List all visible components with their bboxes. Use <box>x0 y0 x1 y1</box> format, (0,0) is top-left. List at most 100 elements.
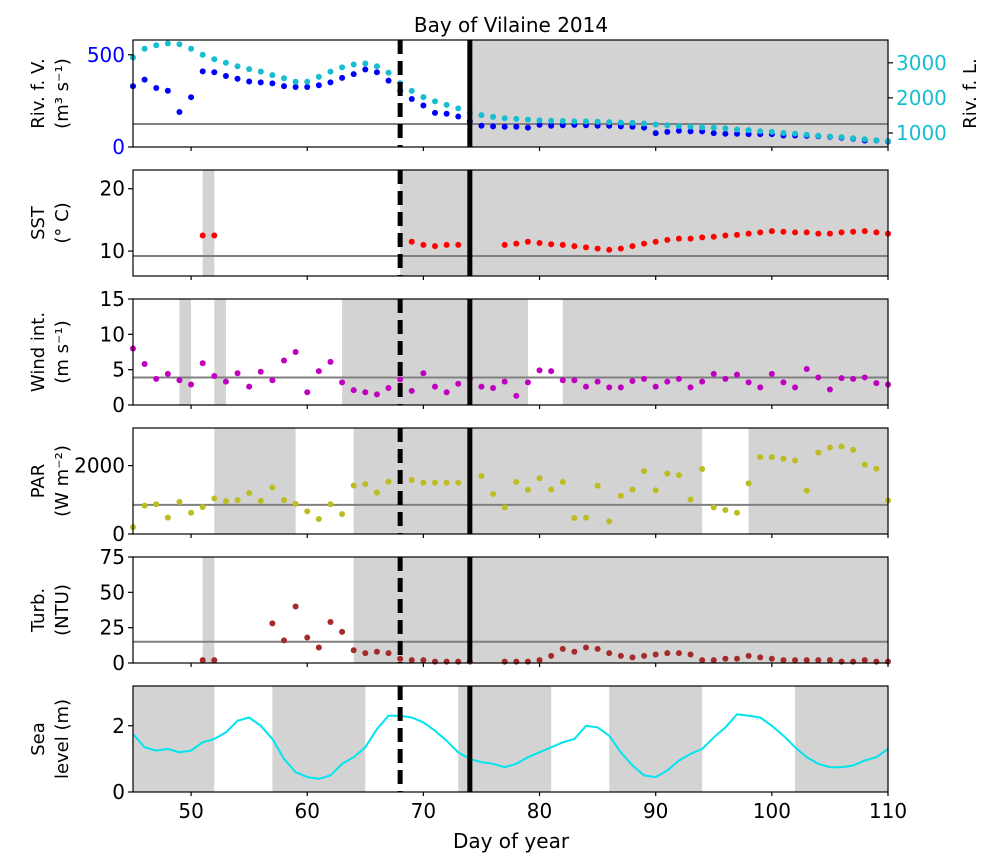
data-point <box>524 486 531 493</box>
data-point <box>211 232 218 239</box>
series-line <box>132 713 889 780</box>
data-point <box>664 122 671 129</box>
shaded-period <box>202 170 215 276</box>
data-point <box>838 375 845 382</box>
shaded-period <box>458 686 470 792</box>
data-point <box>478 383 485 390</box>
shaded-period <box>562 299 888 405</box>
x-tick-label: 60 <box>295 799 320 823</box>
panel-river: 0 500 1000 2000 3000 Riv. f. L. Riv. f. V. (m³ … <box>28 39 981 159</box>
data-point <box>362 650 369 657</box>
y-axis-label: Turb. <box>28 588 49 633</box>
data-point <box>815 449 822 456</box>
y-tick-label: 0 <box>112 393 125 417</box>
y-tick-label: 0 <box>112 780 125 804</box>
data-point <box>768 454 775 461</box>
data-point <box>792 657 799 664</box>
data-point <box>490 123 497 130</box>
data-point <box>188 45 195 52</box>
data-point <box>792 384 799 391</box>
data-point <box>269 72 276 79</box>
y-tick-label: 15 <box>100 287 125 311</box>
data-point <box>339 64 346 71</box>
data-point <box>408 96 415 103</box>
data-point <box>583 244 589 251</box>
data-point <box>536 475 543 482</box>
data-point <box>815 657 822 664</box>
data-point <box>373 648 380 655</box>
shaded-period <box>609 686 703 792</box>
x-tick-label: 50 <box>178 799 203 823</box>
data-point <box>675 375 682 382</box>
data-point <box>850 228 857 235</box>
data-point <box>559 241 566 248</box>
data-point <box>408 476 415 483</box>
data-point <box>455 380 462 387</box>
data-point <box>652 487 659 494</box>
data-point <box>745 652 752 659</box>
panel-turb: 0 25 50 75 Turb. (NTU) <box>28 545 891 675</box>
data-point <box>524 658 531 665</box>
panel-par: 0 2000 PAR (W m⁻²) <box>28 427 891 546</box>
data-point <box>536 367 543 374</box>
shaded-period <box>353 428 703 534</box>
data-point <box>373 69 380 76</box>
y-axis-label: (NTU) <box>52 584 73 636</box>
data-point <box>850 658 857 665</box>
data-point <box>292 78 299 85</box>
data-point <box>432 658 438 665</box>
data-point <box>408 238 415 245</box>
data-point <box>327 619 334 626</box>
data-point <box>373 391 380 398</box>
data-point <box>524 379 531 386</box>
data-point <box>873 229 880 236</box>
data-point <box>861 136 868 143</box>
data-point <box>524 116 531 123</box>
data-point <box>652 121 659 128</box>
data-point <box>571 118 578 125</box>
data-point <box>281 497 287 504</box>
data-point <box>687 123 694 130</box>
data-point <box>873 465 880 472</box>
data-point <box>199 51 206 58</box>
data-point <box>420 94 427 101</box>
data-point <box>385 385 392 392</box>
shaded-period <box>795 686 888 792</box>
data-point <box>246 66 253 73</box>
data-point <box>548 122 555 129</box>
data-point <box>315 82 322 89</box>
data-point <box>815 374 822 381</box>
data-point <box>583 118 589 125</box>
x-tick-label: 80 <box>527 799 552 823</box>
data-point <box>641 652 648 659</box>
data-point <box>757 128 764 135</box>
data-point <box>188 509 195 516</box>
data-point <box>780 129 787 136</box>
data-point <box>838 658 845 665</box>
data-point <box>199 68 206 75</box>
data-point <box>583 514 589 521</box>
data-point <box>780 379 787 386</box>
data-point <box>524 124 531 131</box>
data-point <box>722 130 729 137</box>
data-point <box>524 238 531 245</box>
data-point <box>687 128 694 135</box>
y-tick-label: 0 <box>112 651 125 675</box>
y-axis-label: Wind int. <box>28 312 49 392</box>
data-point <box>536 117 543 124</box>
data-point <box>269 620 276 627</box>
data-point <box>234 370 241 377</box>
data-point <box>362 60 369 67</box>
data-point <box>339 379 346 386</box>
data-point <box>734 655 740 662</box>
data-point <box>792 457 799 464</box>
shaded-period <box>748 428 888 534</box>
data-point <box>536 239 543 246</box>
data-point <box>478 472 485 479</box>
data-point <box>826 444 833 451</box>
data-point <box>699 234 706 241</box>
data-point <box>548 486 555 493</box>
data-point <box>803 487 810 494</box>
data-point <box>432 383 438 390</box>
